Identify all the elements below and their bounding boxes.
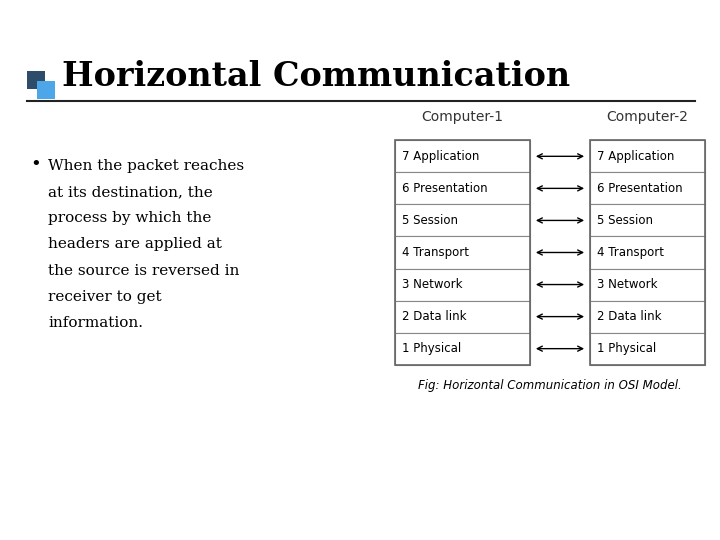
Text: 3 Network: 3 Network [402, 278, 462, 291]
Bar [395, 140, 530, 172]
Bar [27, 71, 45, 89]
Text: 3 Network: 3 Network [597, 278, 657, 291]
Text: 7 Application: 7 Application [597, 150, 675, 163]
Text: When the packet reaches: When the packet reaches [48, 159, 244, 173]
Bar [395, 237, 530, 268]
Text: •: • [30, 156, 41, 173]
Text: 6 Presentation: 6 Presentation [402, 182, 487, 195]
Bar [395, 268, 530, 301]
Text: Computer-2: Computer-2 [606, 110, 688, 124]
Bar [590, 140, 705, 364]
Bar [590, 268, 705, 301]
Text: headers are applied at: headers are applied at [48, 238, 222, 252]
Text: 4 Transport: 4 Transport [402, 246, 469, 259]
Text: 5 Session: 5 Session [402, 214, 458, 227]
Text: information.: information. [48, 315, 143, 329]
Bar [37, 81, 55, 99]
Text: Computer-1: Computer-1 [421, 110, 503, 124]
Bar [590, 140, 705, 172]
Text: 1 Physical: 1 Physical [402, 342, 462, 355]
Bar [395, 172, 530, 205]
Text: 4 Transport: 4 Transport [597, 246, 664, 259]
Text: 1 Physical: 1 Physical [597, 342, 656, 355]
Bar [395, 333, 530, 364]
Text: receiver to get: receiver to get [48, 289, 161, 303]
Bar [395, 301, 530, 333]
Text: at its destination, the: at its destination, the [48, 185, 212, 199]
Text: 2 Data link: 2 Data link [597, 310, 662, 323]
Bar [590, 237, 705, 268]
Bar [590, 333, 705, 364]
Bar [590, 205, 705, 237]
Text: 2 Data link: 2 Data link [402, 310, 467, 323]
Text: Horizontal Communication: Horizontal Communication [62, 60, 570, 93]
Bar [590, 172, 705, 205]
Text: the source is reversed in: the source is reversed in [48, 264, 239, 278]
Text: OSI Model: OSI Model [9, 10, 95, 25]
Text: process by which the: process by which the [48, 212, 212, 225]
Bar [395, 205, 530, 237]
Bar [590, 301, 705, 333]
Text: Fig: Horizontal Communication in OSI Model.: Fig: Horizontal Communication in OSI Mod… [418, 379, 682, 392]
Text: 6 Presentation: 6 Presentation [597, 182, 683, 195]
Text: 7 Application: 7 Application [402, 150, 480, 163]
Bar [395, 140, 530, 364]
Text: 5 Session: 5 Session [597, 214, 653, 227]
